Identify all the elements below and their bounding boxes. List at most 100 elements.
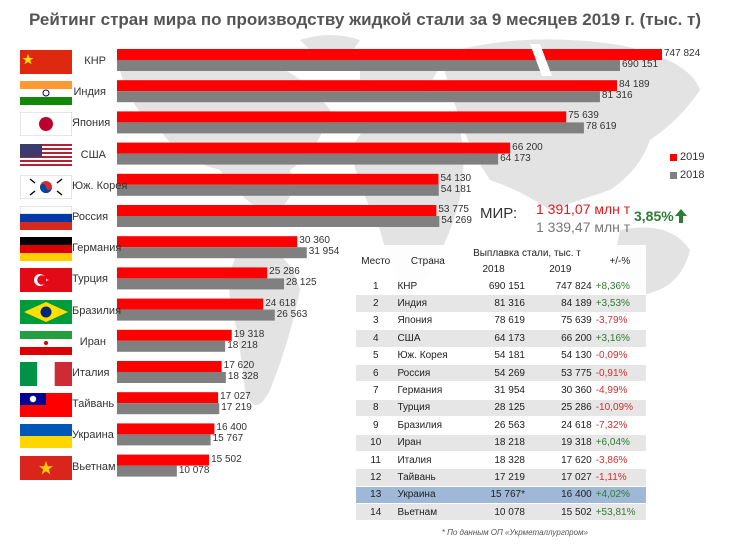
country-label: Япония [72,117,111,130]
value-label-2019: 17 027 [220,391,251,403]
bar-2018 [117,340,226,352]
value-label-2019: 84 189 [619,79,650,91]
header-country: Страна [410,255,445,267]
bar-2018 [117,465,177,477]
value-label-2018: 78 619 [585,121,617,133]
cell-country: Турция [395,398,461,417]
bar-2018 [117,278,285,290]
table-row: 4 США 64 173 66 200 +3,16% [356,329,646,348]
cell-change: -10,09% [593,398,646,417]
cell-change: +3,16% [593,329,646,348]
world-2018-value: 1 339,47 млн т [536,219,631,235]
footnote: * По данным ОП «Укрметаллургпром» [441,528,588,537]
bar-2019 [117,111,567,123]
turkey-flag-icon [20,268,72,293]
cell-rank: 6 [356,363,396,382]
cell-country: Тайвань [395,468,461,487]
cell-change: +3,53% [593,294,646,313]
cell-rank: 1 [356,276,396,295]
world-change: 3,85% [634,208,687,224]
cell-change: -3,86% [593,450,646,469]
cell-rank: 7 [356,381,396,400]
bar-2018 [117,372,226,383]
value-label-2018: 54 181 [440,183,472,195]
table-row: 6 Россия 54 269 53 775 -0,91% [356,363,646,382]
value-label-2018: 54 269 [441,215,472,226]
country-label: Германия [72,242,122,255]
bar-2018 [117,60,620,71]
table-row: 5 Юж. Корея 54 181 54 130 -0,09% [356,346,646,365]
cell-v2018: 15 767* [460,485,527,504]
cell-rank: 13 [356,485,396,504]
bar-2019 [117,454,210,466]
cell-v2019: 17 620 [526,450,594,469]
russia-flag-icon [20,206,72,230]
bar-2019 [117,142,511,154]
cell-country: Индия [395,294,461,313]
cell-rank: 2 [356,294,396,313]
country-label: Турция [72,273,108,286]
value-label-2019: 16 400 [216,422,247,434]
cell-change: +6,04% [593,433,646,452]
table-row: 2 Индия 81 316 84 189 +3,53% [356,294,646,313]
world-change-value: 3,85% [634,208,674,224]
country-label: Индия [73,86,106,99]
cell-country: Бразилия [395,416,461,435]
table-row: 10 Иран 18 218 19 318 +6,04% [356,433,646,452]
cell-v2019: 75 639 [526,311,594,330]
world-2019-value: 1 391,07 млн т [536,201,631,217]
value-label-2018: 28 125 [286,277,317,289]
cell-country: США [395,329,461,348]
cell-rank: 14 [356,503,396,521]
germany-flag-icon [20,237,72,262]
legend-item-2019: 2019 [670,151,704,163]
bar-2018 [117,216,440,227]
vietnam-flag-icon [20,455,72,480]
value-label-2018: 81 316 [601,90,633,102]
bar-2018 [117,122,584,134]
cell-v2018: 690 151 [460,276,527,295]
cell-country: Иран [395,433,461,452]
taiwan-flag-icon [20,393,72,418]
bar-2019 [117,236,298,248]
cell-country: Германия [395,381,461,400]
value-label-2019: 30 360 [299,235,330,247]
country-label: Вьетнам [72,460,116,473]
value-label-2019: 54 130 [440,172,472,184]
value-label-2019: 53 775 [438,204,469,215]
country-label: Тайвань [72,398,115,411]
cell-v2019: 17 027 [526,468,594,487]
cell-v2018: 17 219 [460,468,527,487]
cell-country: Италия [395,450,461,469]
cell-change: -0,09% [593,346,646,365]
cell-v2019: 747 824 [526,276,594,295]
cell-country: Россия [395,363,461,382]
value-label-2018: 18 218 [227,339,258,351]
table-row: 1 КНР 690 151 747 824 +8,36% [356,276,646,295]
bar-2018 [117,403,220,415]
header-change: +/-% [609,255,631,267]
cell-rank: 9 [356,416,396,435]
country-label: Украина [72,429,114,442]
cell-v2018: 10 078 [460,503,527,521]
cell-v2018: 54 269 [460,363,527,382]
country-label: США [80,148,106,161]
value-label-2019: 24 618 [265,297,296,309]
cell-country: Украина [395,485,461,504]
bar-2019 [117,267,268,279]
table-row: 11 Италия 18 328 17 620 -3,86% [356,450,646,469]
value-label-2018: 10 078 [178,464,210,476]
bar-2019 [117,49,662,60]
value-label-2019: 17 620 [223,360,255,371]
cell-v2019: 15 502 [526,503,594,521]
cell-v2018: 26 563 [460,416,527,435]
legend-label-2019: 2019 [680,151,705,163]
legend-label-2018: 2018 [680,169,705,181]
axis-break-mark [530,44,552,76]
value-label-2018: 18 328 [227,371,259,382]
cell-v2018: 81 316 [460,294,527,313]
value-label-2019: 747 824 [664,48,701,59]
value-label-2019: 15 502 [211,453,242,465]
country-label: Иран [79,335,106,348]
